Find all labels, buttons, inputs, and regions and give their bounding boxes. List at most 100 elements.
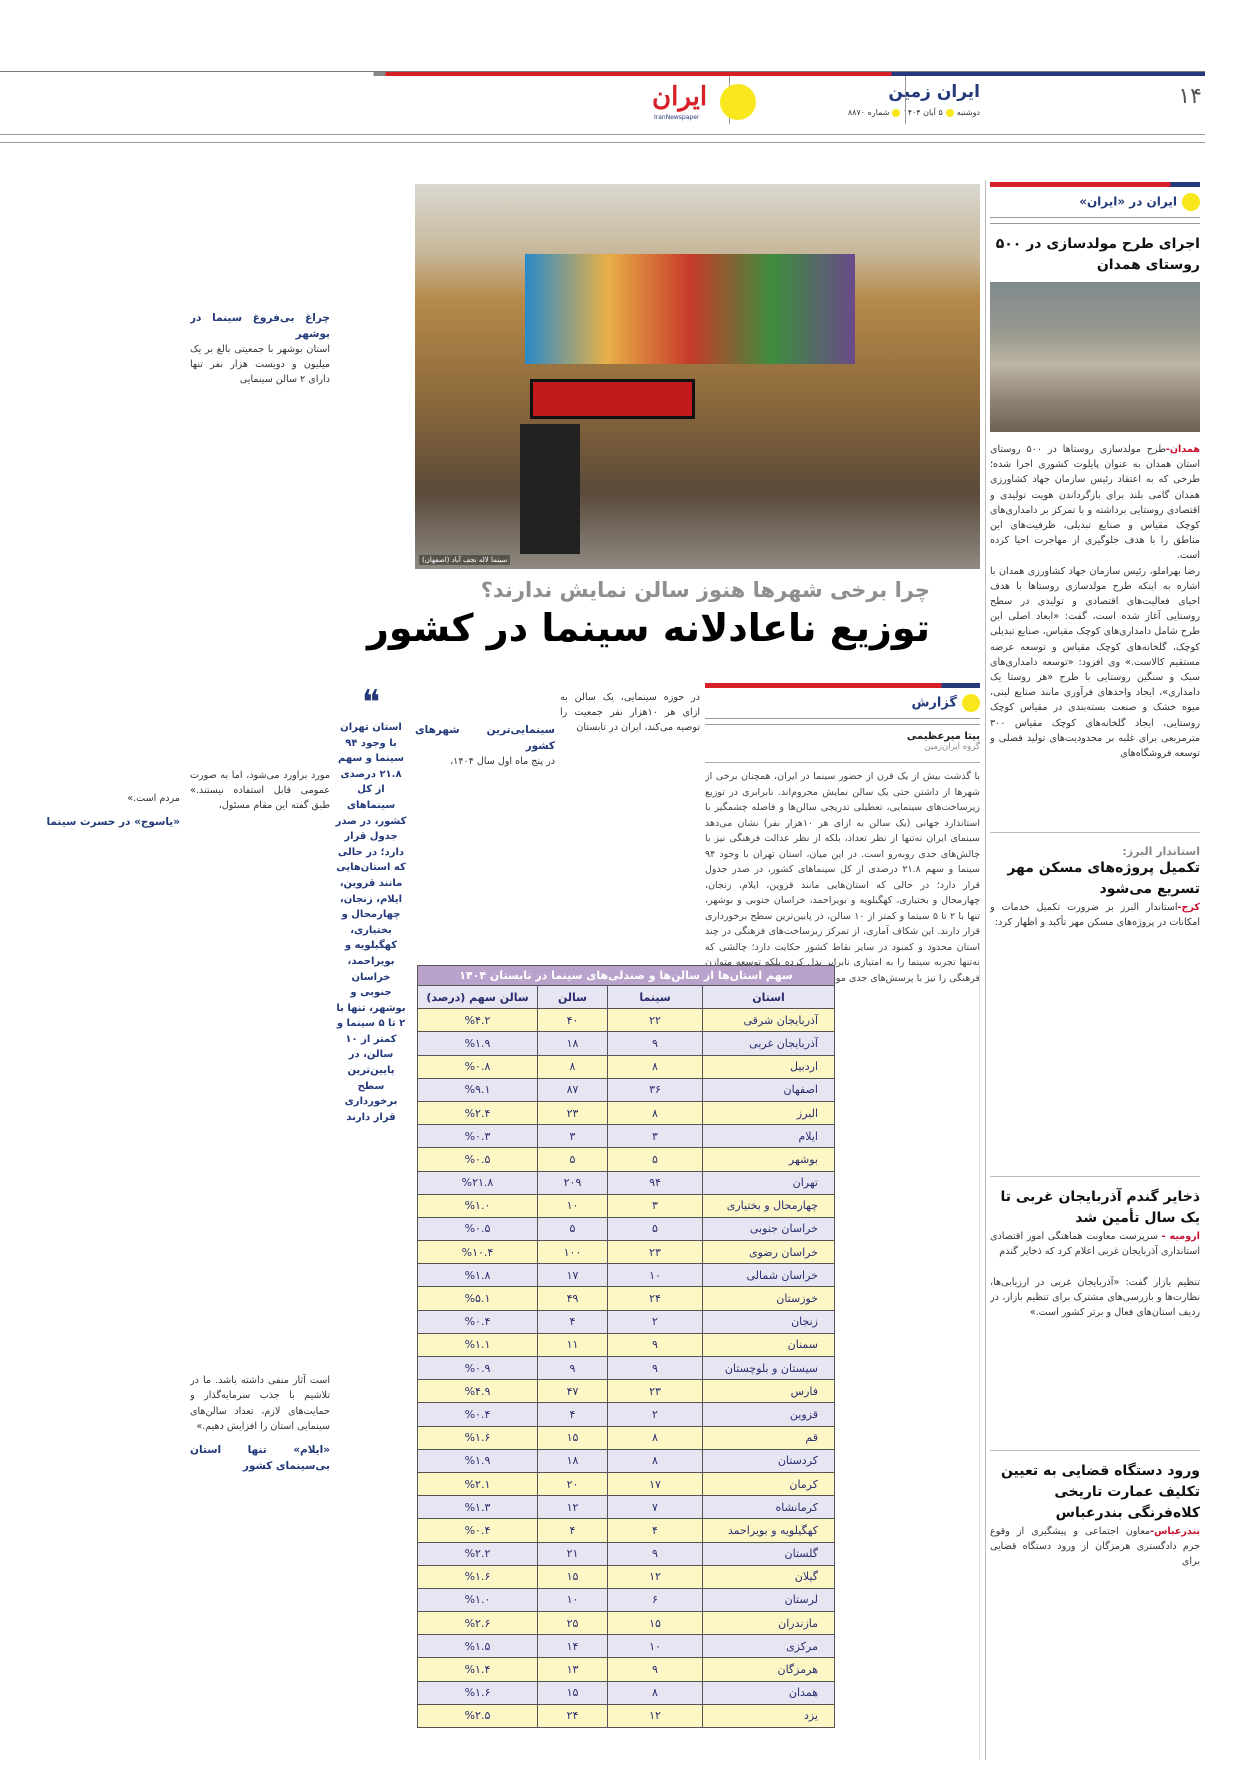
cinema-count-cell: ۱۰ xyxy=(607,1634,703,1659)
hall-count-cell: ۱۲ xyxy=(537,1495,608,1520)
province-cell: سیستان و بلوچستان xyxy=(702,1355,835,1381)
province-cell: بوشهر xyxy=(702,1147,835,1172)
hall-count-cell: ۱۴ xyxy=(537,1634,608,1659)
article-column: سینمایی‌ترین شهرهای کشور در پنج ماه اول … xyxy=(415,724,555,767)
column-header: سالن سهم (درصد) xyxy=(417,984,538,1010)
cinema-count-cell: ۲۴ xyxy=(607,1286,703,1311)
hall-share-cell: %۰.۴ xyxy=(417,1402,538,1427)
hall-share-cell: %۲.۵ xyxy=(417,1703,538,1729)
hall-share-cell: %۱.۹ xyxy=(417,1031,538,1056)
cinema-count-cell: ۲۳ xyxy=(607,1379,703,1404)
column-header: سینما xyxy=(607,984,703,1010)
subheading: «یاسوج» در حسرت سینما xyxy=(46,816,180,829)
hall-share-cell: %۰.۵ xyxy=(417,1216,538,1242)
column-header: استان xyxy=(702,984,835,1010)
author-name: بیتا میرعظیمی xyxy=(906,731,980,742)
province-cell: کرمانشاه xyxy=(702,1495,835,1520)
hall-share-cell: %۱.۴ xyxy=(417,1657,538,1682)
province-cell: سمنان xyxy=(702,1332,835,1358)
hall-share-cell: %۰.۸ xyxy=(417,1054,538,1079)
story-headline[interactable]: ذخایر گندم آذربایجان غربی تا یک سال تأمی… xyxy=(1000,1189,1200,1226)
hall-share-cell: %۱.۸ xyxy=(417,1263,538,1288)
table-row: گلستان ۹ ۲۱ %۲.۲ xyxy=(417,1541,835,1566)
province-cell: هرمزگان xyxy=(702,1657,835,1682)
cinema-count-cell: ۸ xyxy=(607,1425,703,1450)
story-headline[interactable]: ورود دستگاه قضایی به تعیین تکلیف عمارت ت… xyxy=(1000,1463,1200,1521)
hall-count-cell: ۲۳ xyxy=(537,1100,608,1126)
hall-count-cell: ۲۵ xyxy=(537,1611,608,1636)
hall-count-cell: ۴ xyxy=(537,1309,608,1334)
hall-share-cell: %۱.۶ xyxy=(417,1425,538,1450)
article-column: چراغ بی‌فروغ سینما در بوشهر استان بوشهر … xyxy=(190,312,330,1473)
hall-share-cell: %۰.۴ xyxy=(417,1309,538,1334)
story-headline[interactable]: اجرای طرح مولدسازی در ۵۰۰ روستای همدان xyxy=(995,236,1200,273)
province-cell: قم xyxy=(702,1425,835,1450)
province-cell: اصفهان xyxy=(702,1077,835,1102)
table-row: اردبیل ۸ ۸ %۰.۸ xyxy=(417,1054,835,1079)
hall-count-cell: ۱۵ xyxy=(537,1425,608,1450)
province-cell: خراسان جنوبی xyxy=(702,1216,835,1242)
province-cell: همدان xyxy=(702,1680,835,1705)
cinema-count-cell: ۲۳ xyxy=(607,1240,703,1265)
article-column xyxy=(840,965,980,1760)
yellow-dot-icon xyxy=(962,694,980,712)
report-box: گزارش بیتا میرعظیمی گروه ایران‌زمین با گ… xyxy=(705,683,980,986)
report-label: گزارش xyxy=(705,694,980,712)
story-kicker: استاندار البرز: xyxy=(1122,845,1200,858)
table-row: هرمزگان ۹ ۱۳ %۱.۴ xyxy=(417,1657,835,1682)
table-row: آذربایجان غربی ۹ ۱۸ %۱.۹ xyxy=(417,1031,835,1056)
province-cell: خوزستان xyxy=(702,1286,835,1311)
table-row: ایلام ۳ ۳ %۰.۳ xyxy=(417,1124,835,1149)
province-cell: لرستان xyxy=(702,1587,835,1613)
province-cell: مرکزی xyxy=(702,1634,835,1659)
hall-count-cell: ۱۰ xyxy=(537,1193,608,1218)
hall-share-cell: %۰.۵ xyxy=(417,1147,538,1172)
author-desk: گروه ایران‌زمین xyxy=(924,742,980,752)
column-header: سالن xyxy=(537,984,608,1010)
province-cell: خراسان شمالی xyxy=(702,1263,835,1288)
province-cell: قزوین xyxy=(702,1402,835,1427)
cinema-count-cell: ۸ xyxy=(607,1100,703,1126)
province-cell: اردبیل xyxy=(702,1054,835,1079)
hall-count-cell: ۴ xyxy=(537,1402,608,1427)
story-headline[interactable]: تکمیل پروژه‌های مسکن مهر تسریع می‌شود xyxy=(1007,860,1200,897)
newspaper-logo: ایران IranNewspaper xyxy=(650,82,760,124)
top-rule xyxy=(0,71,1205,76)
hall-count-cell: ۱۸ xyxy=(537,1448,608,1473)
table-row: سمنان ۹ ۱۱ %۱.۱ xyxy=(417,1332,835,1358)
hall-share-cell: %۱.۰ xyxy=(417,1587,538,1613)
pull-quote-text: استان تهران با وجود ۹۴ سینما و سهم ۲۱.۸ … xyxy=(335,722,407,1123)
sidebar: ایران در «ایران» اجرای طرح مولدسازی در ۵… xyxy=(990,182,1200,1570)
province-cell: کهگیلویه و بویراحمد xyxy=(702,1518,835,1543)
hall-count-cell: ۱۷ xyxy=(537,1263,608,1288)
hall-count-cell: ۹ xyxy=(537,1355,608,1381)
hall-share-cell: %۰.۹ xyxy=(417,1355,538,1381)
photo-caption: سینما لاله نجف آباد (اصفهان) xyxy=(419,555,511,565)
story-body: کرج-استاندار البرز بر ضرورت تکمیل خدمات … xyxy=(990,902,1200,929)
logo-sub: IranNewspaper xyxy=(654,114,700,121)
hall-share-cell: %۱.۳ xyxy=(417,1495,538,1520)
pull-quote: ❝ استان تهران با وجود ۹۴ سینما و سهم ۲۱.… xyxy=(335,686,407,1125)
yellow-dot-icon xyxy=(1182,193,1200,211)
hall-share-cell: %۲.۲ xyxy=(417,1541,538,1566)
header-divider xyxy=(905,76,906,124)
story-body: همدان-طرح مولدسازی روستاها در ۵۰۰ روستای… xyxy=(990,444,1200,760)
sheep-photo xyxy=(990,282,1200,432)
hall-share-cell: %۱.۶ xyxy=(417,1564,538,1589)
hall-count-cell: ۱۵ xyxy=(537,1680,608,1705)
cinema-count-cell: ۷ xyxy=(607,1495,703,1520)
subheading: سینمایی‌ترین شهرهای کشور xyxy=(415,724,555,752)
hall-count-cell: ۲۰ xyxy=(537,1471,608,1497)
cinema-count-cell: ۹ xyxy=(607,1332,703,1358)
section-title: ایران زمین xyxy=(888,82,980,102)
hall-share-cell: %۱.۵ xyxy=(417,1634,538,1659)
table-row: زنجان ۲ ۴ %۰.۴ xyxy=(417,1309,835,1334)
cinema-count-cell: ۵ xyxy=(607,1216,703,1242)
article-headline[interactable]: توزیع ناعادلانه سینما در کشور xyxy=(367,606,930,650)
logo-sun xyxy=(720,84,756,120)
province-cell: آذربایجان شرقی xyxy=(702,1008,835,1033)
hall-share-cell: %۵.۱ xyxy=(417,1286,538,1311)
story-body: بندرعباس-معاون اجتماعی و پیشگیری از وقوع… xyxy=(990,1526,1200,1568)
page-number: ۱۴ xyxy=(1178,84,1202,109)
cinema-count-cell: ۹ xyxy=(607,1541,703,1566)
